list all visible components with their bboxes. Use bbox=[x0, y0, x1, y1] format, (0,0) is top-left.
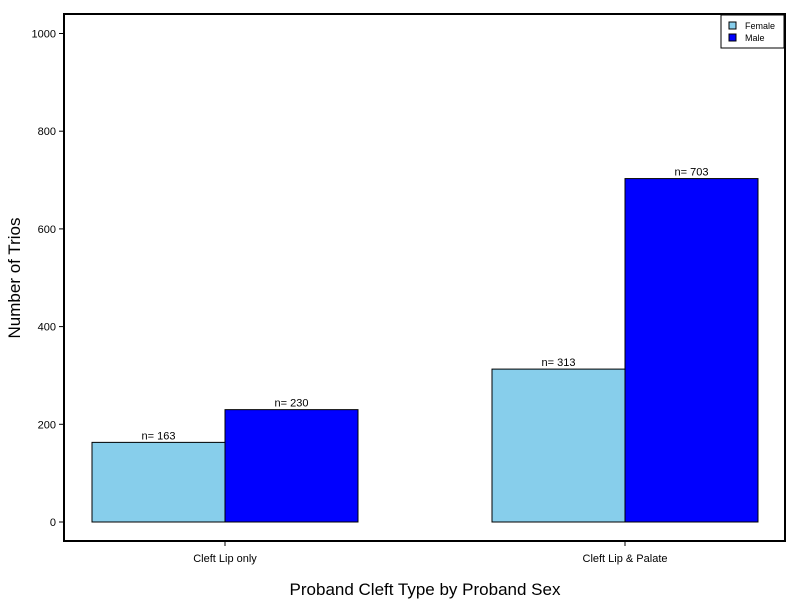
bars-group bbox=[91, 178, 759, 523]
x-category-label: Cleft Lip only bbox=[193, 553, 257, 565]
x-axis-title: Proband Cleft Type by Proband Sex bbox=[290, 580, 561, 599]
y-tick-label: 0 bbox=[50, 517, 56, 529]
y-axis: 0 200 400 600 800 1000 bbox=[32, 29, 64, 529]
y-tick-label: 600 bbox=[38, 224, 56, 236]
y-tick-label: 400 bbox=[38, 322, 56, 334]
legend-box bbox=[720, 14, 785, 49]
x-axis: Cleft Lip only Cleft Lip & Palate bbox=[193, 541, 668, 565]
y-tick-label: 800 bbox=[38, 126, 56, 138]
bar-male-2 bbox=[624, 178, 759, 523]
bar-male-1 bbox=[224, 409, 359, 523]
data-label: n= 163 bbox=[142, 430, 176, 442]
x-category-label: Cleft Lip & Palate bbox=[583, 553, 668, 565]
legend-label-female: Female bbox=[745, 21, 775, 31]
legend-swatch-male bbox=[728, 33, 737, 42]
data-labels-group: n= 163 n= 230 n= 313 n= 703 bbox=[142, 167, 709, 443]
legend-swatch-female bbox=[728, 21, 737, 30]
y-tick-label: 200 bbox=[38, 419, 56, 431]
bar-female-2 bbox=[491, 368, 626, 523]
data-label: n= 313 bbox=[542, 357, 576, 369]
y-tick-label: 1000 bbox=[32, 29, 56, 41]
legend: Female Male bbox=[720, 14, 785, 49]
data-label: n= 230 bbox=[275, 398, 309, 410]
legend-label-male: Male bbox=[745, 33, 765, 43]
y-axis-title: Number of Trios bbox=[5, 218, 24, 339]
bar-female-1 bbox=[91, 441, 226, 523]
data-label: n= 703 bbox=[675, 167, 709, 179]
